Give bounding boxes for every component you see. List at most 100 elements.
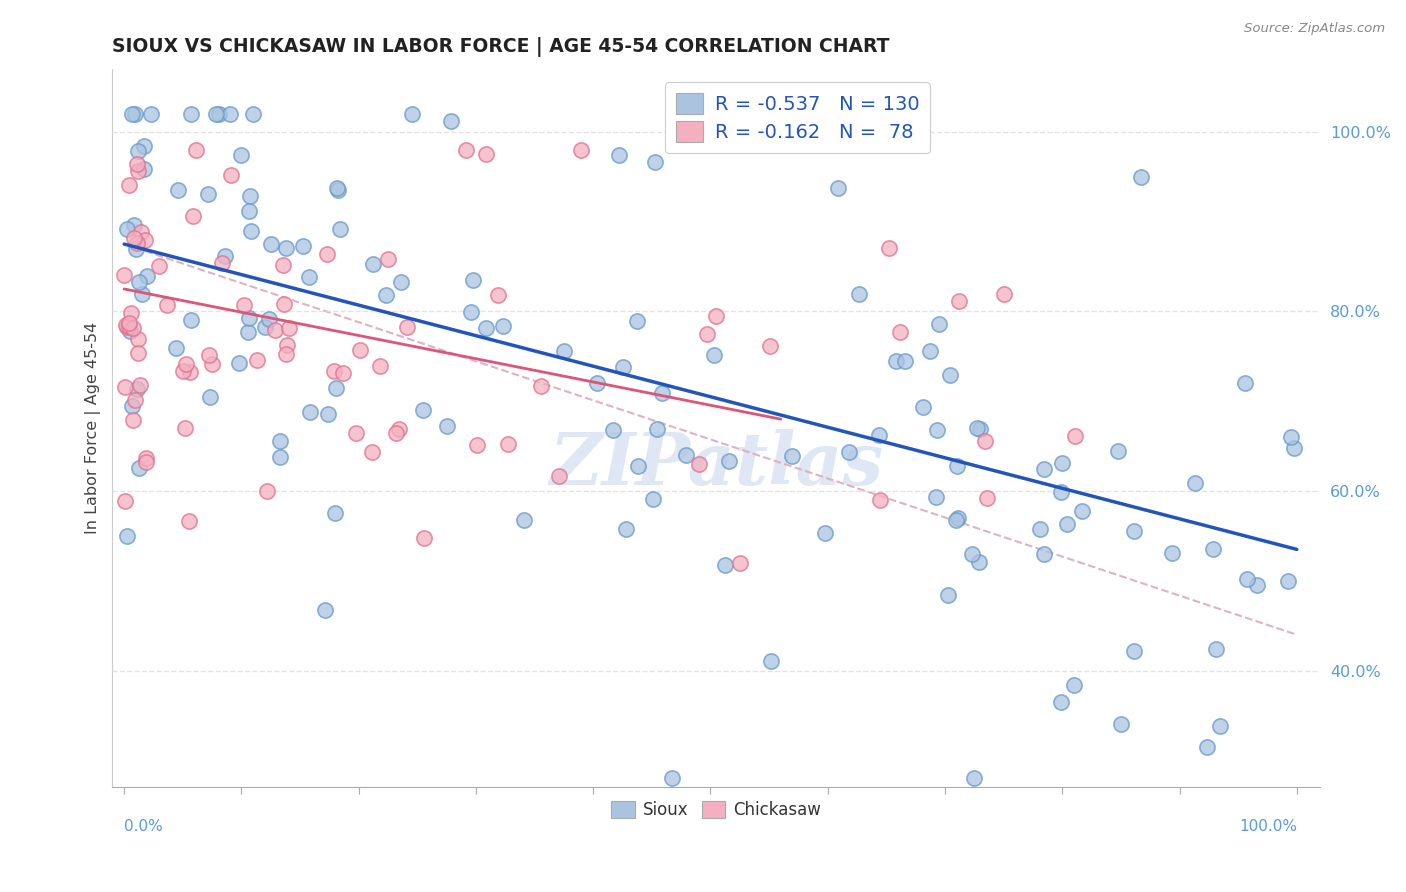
Point <box>240 224 263 238</box>
Point <box>118 316 141 330</box>
Point <box>936 588 959 602</box>
Point <box>703 348 725 362</box>
Point <box>238 310 260 325</box>
Point <box>389 275 412 289</box>
Point <box>166 183 188 197</box>
Point <box>967 556 990 570</box>
Point <box>254 320 277 334</box>
Point <box>1184 475 1206 490</box>
Point <box>219 107 242 121</box>
Point <box>714 558 737 573</box>
Point <box>180 107 202 121</box>
Point <box>124 107 146 121</box>
Point <box>894 354 917 368</box>
Point <box>463 273 485 287</box>
Point <box>412 403 434 417</box>
Point <box>780 449 803 463</box>
Point <box>838 444 860 458</box>
Point <box>125 242 148 256</box>
Point <box>675 448 697 462</box>
Point <box>271 258 294 272</box>
Point <box>626 313 648 327</box>
Point <box>1246 577 1268 591</box>
Point <box>165 341 187 355</box>
Point <box>232 298 254 312</box>
Point <box>180 313 202 327</box>
Point <box>329 221 352 235</box>
Point <box>174 357 197 371</box>
Point <box>586 376 609 390</box>
Point <box>122 231 145 245</box>
Point <box>1032 547 1054 561</box>
Point <box>131 287 153 301</box>
Point <box>200 390 222 404</box>
Point <box>1202 542 1225 557</box>
Point <box>118 318 141 333</box>
Point <box>948 293 970 308</box>
Point <box>925 491 948 505</box>
Point <box>696 326 718 341</box>
Point <box>644 155 666 169</box>
Point <box>1063 429 1085 443</box>
Point <box>569 143 592 157</box>
Legend: Sioux, Chickasaw: Sioux, Chickasaw <box>605 794 828 826</box>
Point <box>184 143 207 157</box>
Point <box>114 380 136 394</box>
Point <box>274 347 297 361</box>
Point <box>274 241 297 255</box>
Point <box>602 423 624 437</box>
Point <box>1123 524 1146 538</box>
Y-axis label: In Labor Force | Age 45-54: In Labor Force | Age 45-54 <box>86 322 101 534</box>
Point <box>269 450 291 464</box>
Point <box>413 531 436 545</box>
Point <box>728 556 751 570</box>
Point <box>945 513 967 527</box>
Point <box>1236 572 1258 586</box>
Point <box>314 603 336 617</box>
Point <box>181 209 204 223</box>
Point <box>868 427 890 442</box>
Point <box>759 654 782 668</box>
Point <box>298 269 321 284</box>
Point <box>177 514 200 528</box>
Point <box>553 343 575 358</box>
Point <box>260 236 283 251</box>
Point <box>454 143 477 157</box>
Point <box>208 107 231 121</box>
Point <box>1205 642 1227 657</box>
Point <box>273 297 295 311</box>
Point <box>946 459 969 474</box>
Text: ZIPatlas: ZIPatlas <box>550 428 883 500</box>
Point <box>946 510 969 524</box>
Point <box>1277 574 1299 589</box>
Point <box>239 189 262 203</box>
Point <box>1050 456 1073 470</box>
Point <box>325 380 347 394</box>
Point <box>122 320 145 334</box>
Point <box>122 219 145 233</box>
Point <box>869 492 891 507</box>
Point <box>993 286 1015 301</box>
Point <box>440 113 463 128</box>
Point <box>385 425 408 440</box>
Point <box>211 255 233 269</box>
Point <box>651 386 673 401</box>
Point <box>474 321 496 335</box>
Point <box>475 147 498 161</box>
Point <box>1107 444 1129 458</box>
Point <box>370 359 392 373</box>
Point <box>323 364 346 378</box>
Point <box>257 311 280 326</box>
Point <box>219 168 242 182</box>
Point <box>128 275 150 289</box>
Point <box>436 418 458 433</box>
Point <box>377 252 399 266</box>
Point <box>115 318 138 333</box>
Text: Source: ZipAtlas.com: Source: ZipAtlas.com <box>1244 22 1385 36</box>
Point <box>704 309 727 323</box>
Point <box>918 343 941 358</box>
Point <box>1130 170 1153 185</box>
Point <box>547 469 569 483</box>
Point <box>299 405 322 419</box>
Point <box>238 204 260 219</box>
